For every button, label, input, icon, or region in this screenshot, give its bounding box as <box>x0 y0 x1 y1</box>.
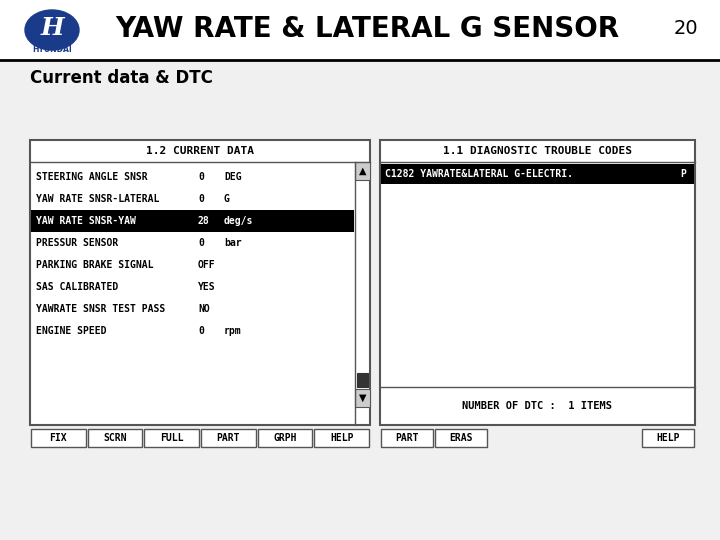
Text: PART: PART <box>395 433 419 443</box>
Text: YAW RATE SNSR-YAW: YAW RATE SNSR-YAW <box>36 216 136 226</box>
Text: ▲: ▲ <box>359 166 366 176</box>
Text: bar: bar <box>224 238 242 248</box>
Text: STEERING ANGLE SNSR: STEERING ANGLE SNSR <box>36 172 148 182</box>
Text: YAWRATE SNSR TEST PASS: YAWRATE SNSR TEST PASS <box>36 304 166 314</box>
Text: FULL: FULL <box>160 433 184 443</box>
Bar <box>31 429 86 447</box>
Text: 0: 0 <box>198 326 204 336</box>
Bar <box>381 164 694 184</box>
Text: P: P <box>680 169 686 179</box>
Text: rpm: rpm <box>224 326 242 336</box>
Text: FIX: FIX <box>50 433 67 443</box>
Text: 1.1 DIAGNOSTIC TROUBLE CODES: 1.1 DIAGNOSTIC TROUBLE CODES <box>443 146 632 156</box>
Ellipse shape <box>25 10 79 50</box>
Bar <box>0 0 720 60</box>
Text: ERAS: ERAS <box>449 433 473 443</box>
Bar <box>355 389 370 407</box>
Bar <box>88 429 143 447</box>
Text: deg/s: deg/s <box>224 216 253 226</box>
Text: ▼: ▼ <box>359 393 366 403</box>
Bar <box>355 162 370 180</box>
Text: 20: 20 <box>673 19 698 38</box>
Bar <box>315 429 369 447</box>
Text: DEG: DEG <box>224 172 242 182</box>
Bar <box>357 373 368 387</box>
Text: YES: YES <box>198 282 215 292</box>
Bar <box>144 429 199 447</box>
Bar <box>381 429 433 447</box>
Text: PARKING BRAKE SIGNAL: PARKING BRAKE SIGNAL <box>36 260 153 270</box>
Text: HELP: HELP <box>656 433 680 443</box>
Text: 0: 0 <box>198 172 204 182</box>
Text: HYUNDAI: HYUNDAI <box>32 44 72 53</box>
Bar <box>435 429 487 447</box>
Text: SCRN: SCRN <box>103 433 127 443</box>
Text: OFF: OFF <box>198 260 215 270</box>
Text: SAS CALIBRATED: SAS CALIBRATED <box>36 282 118 292</box>
Text: H: H <box>40 16 64 40</box>
Text: YAW RATE & LATERAL G SENSOR: YAW RATE & LATERAL G SENSOR <box>115 15 619 43</box>
Text: 28: 28 <box>198 216 210 226</box>
Text: HELP: HELP <box>330 433 354 443</box>
Bar <box>258 429 312 447</box>
Text: ENGINE SPEED: ENGINE SPEED <box>36 326 107 336</box>
Text: PART: PART <box>217 433 240 443</box>
Bar <box>201 429 256 447</box>
Text: Current data & DTC: Current data & DTC <box>30 69 213 87</box>
Text: NO: NO <box>198 304 210 314</box>
Text: GRPH: GRPH <box>274 433 297 443</box>
Text: 1.2 CURRENT DATA: 1.2 CURRENT DATA <box>146 146 254 156</box>
Text: G: G <box>224 194 230 204</box>
Text: 0: 0 <box>198 238 204 248</box>
Text: 0: 0 <box>198 194 204 204</box>
Text: YAW RATE SNSR-LATERAL: YAW RATE SNSR-LATERAL <box>36 194 159 204</box>
Text: NUMBER OF DTC :  1 ITEMS: NUMBER OF DTC : 1 ITEMS <box>462 401 613 411</box>
Text: PRESSUR SENSOR: PRESSUR SENSOR <box>36 238 118 248</box>
Bar <box>31 210 354 232</box>
Text: C1282 YAWRATE&LATERAL G-ELECTRI.: C1282 YAWRATE&LATERAL G-ELECTRI. <box>385 169 573 179</box>
Bar <box>642 429 694 447</box>
Bar <box>30 140 370 425</box>
Bar <box>380 140 695 425</box>
